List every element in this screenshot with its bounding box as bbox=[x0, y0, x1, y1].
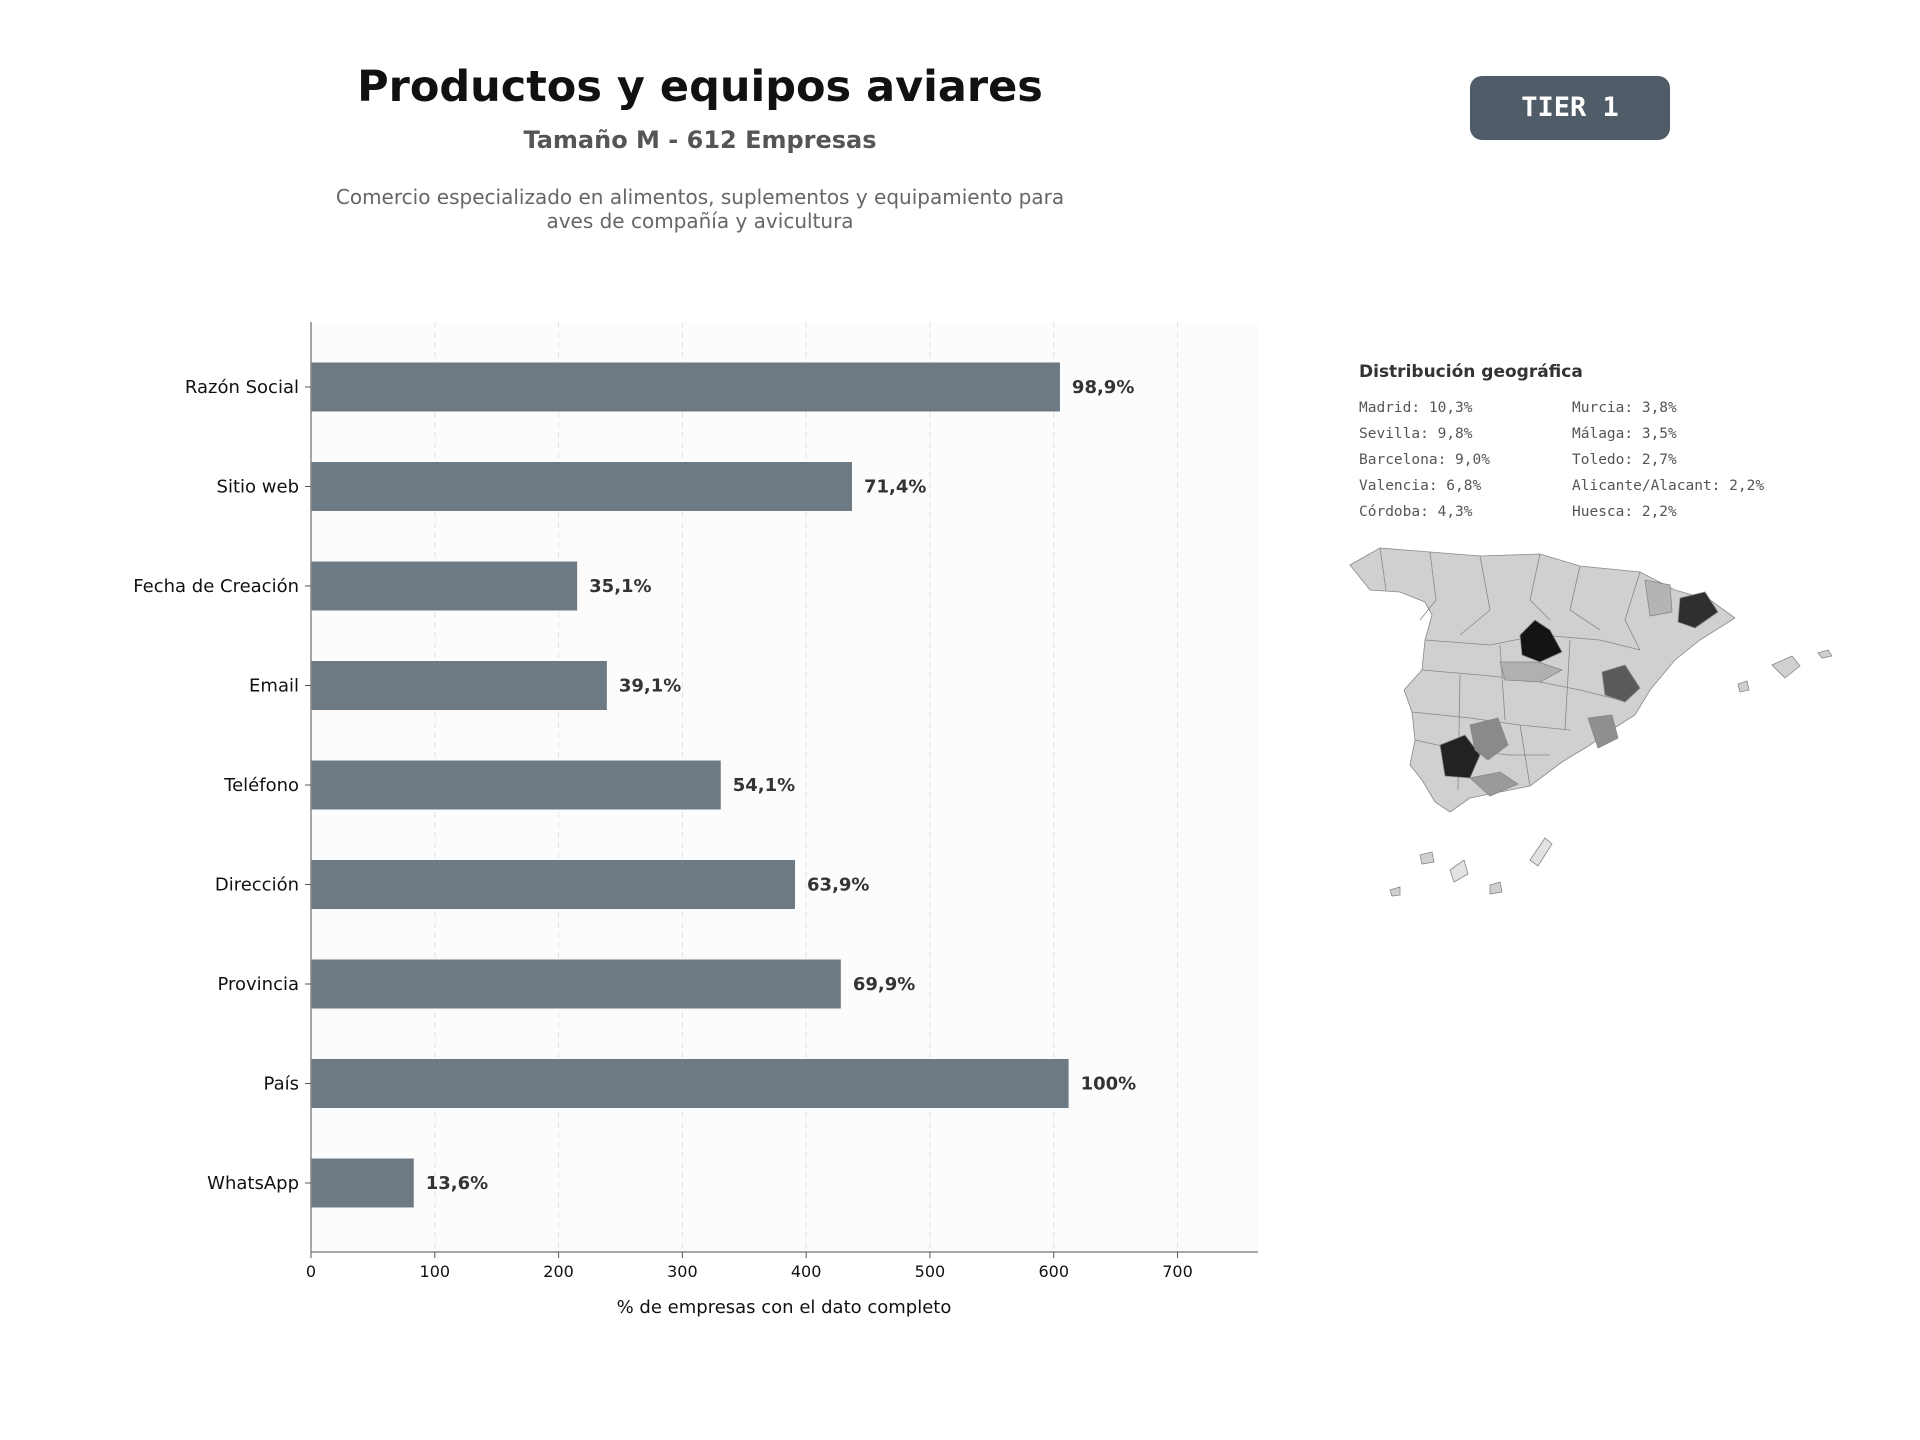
data-label: 35,1% bbox=[589, 576, 651, 597]
data-label: 69,9% bbox=[853, 974, 915, 995]
page-description: Comercio especializado en alimentos, sup… bbox=[300, 185, 1100, 233]
data-label: 13,6% bbox=[426, 1173, 488, 1194]
map-region-madrid bbox=[1519, 619, 1563, 663]
map-balearic-menorca bbox=[1817, 649, 1833, 659]
map-canary-1 bbox=[1419, 851, 1435, 865]
x-tick-label: 0 bbox=[306, 1262, 316, 1281]
geo-item: Córdoba: 4,3% bbox=[1359, 504, 1473, 520]
data-label: 98,9% bbox=[1072, 377, 1134, 398]
category-label: Email bbox=[249, 676, 299, 697]
data-label: 63,9% bbox=[807, 875, 869, 896]
category-label: Dirección bbox=[215, 875, 299, 896]
category-label: Teléfono bbox=[223, 775, 299, 796]
map-region-valencia bbox=[1601, 664, 1641, 703]
x-tick-label: 100 bbox=[420, 1262, 451, 1281]
map-balearic-mallorca bbox=[1771, 655, 1801, 679]
category-label: Fecha de Creación bbox=[133, 576, 299, 597]
map-region-sevilla bbox=[1439, 734, 1481, 779]
tier-badge: TIER 1 bbox=[1470, 76, 1670, 140]
bar bbox=[311, 959, 841, 1009]
geo-item: Alicante/Alacant: 2,2% bbox=[1572, 478, 1765, 494]
bar bbox=[311, 462, 852, 511]
map-region-murcia bbox=[1587, 714, 1619, 749]
bar bbox=[311, 561, 578, 611]
category-label: Sitio web bbox=[217, 477, 299, 498]
data-label: 39,1% bbox=[619, 676, 681, 697]
page-subtitle: Tamaño M - 612 Empresas bbox=[523, 126, 877, 154]
x-tick-label: 300 bbox=[667, 1262, 698, 1281]
map-canary-5 bbox=[1389, 886, 1401, 897]
bar bbox=[311, 362, 1060, 412]
geo-title: Distribución geográfica bbox=[1359, 362, 1583, 382]
map-region-huesca bbox=[1644, 579, 1673, 617]
geo-item: Huesca: 2,2% bbox=[1572, 504, 1677, 520]
map-canary-2 bbox=[1449, 859, 1469, 883]
bars bbox=[311, 362, 1069, 1208]
map-region-toledo bbox=[1499, 661, 1563, 683]
geo-item: Murcia: 3,8% bbox=[1572, 400, 1677, 416]
map-balearic-ibiza bbox=[1737, 680, 1750, 693]
geo-item: Toledo: 2,7% bbox=[1572, 452, 1677, 468]
category-label: País bbox=[264, 1074, 299, 1095]
x-axis-label: % de empresas con el dato completo bbox=[617, 1297, 952, 1318]
map-canary-3 bbox=[1489, 881, 1503, 895]
axes: 0 100 200 300 400 500 600 700 bbox=[305, 322, 1258, 1281]
category-label: Razón Social bbox=[185, 377, 299, 398]
x-tick-label: 500 bbox=[915, 1262, 946, 1281]
data-label: 100% bbox=[1081, 1074, 1137, 1095]
labels: Razón Social 98,9% Sitio web 71,4% Fecha de … bbox=[133, 377, 1136, 1194]
x-tick-label: 200 bbox=[543, 1262, 574, 1281]
map-base bbox=[1349, 547, 1833, 897]
map-region-malaga bbox=[1469, 771, 1519, 797]
x-tick-label: 600 bbox=[1038, 1262, 1069, 1281]
x-tick-label: 400 bbox=[791, 1262, 822, 1281]
geo-item: Sevilla: 9,8% bbox=[1359, 426, 1473, 442]
geo-item: Valencia: 6,8% bbox=[1359, 478, 1482, 494]
description-line: Comercio especializado en alimentos, sup… bbox=[335, 185, 1065, 209]
bar bbox=[311, 1059, 1069, 1108]
spain-map bbox=[1349, 547, 1833, 897]
category-label: WhatsApp bbox=[207, 1173, 299, 1194]
x-tick-label: 700 bbox=[1162, 1262, 1193, 1281]
map-region-barcelona bbox=[1677, 591, 1719, 629]
bar bbox=[311, 860, 796, 909]
geo-list: Madrid: 10,3% Murcia: 3,8% Sevilla: 9,8% Má… bbox=[1359, 399, 1819, 522]
page-title: Productos y equipos aviares bbox=[357, 62, 1043, 112]
geo-item: Málaga: 3,5% bbox=[1572, 426, 1677, 442]
map-canary-4 bbox=[1529, 837, 1553, 867]
geo-item: Madrid: 10,3% bbox=[1359, 400, 1473, 416]
bar bbox=[311, 661, 607, 710]
data-label: 54,1% bbox=[733, 775, 795, 796]
geo-item: Barcelona: 9,0% bbox=[1359, 452, 1490, 468]
map-region-cordoba bbox=[1469, 717, 1509, 761]
data-label: 71,4% bbox=[864, 477, 926, 498]
description-line: aves de compañía y avicultura bbox=[546, 209, 854, 233]
category-label: Provincia bbox=[217, 974, 299, 995]
bar bbox=[311, 1158, 414, 1208]
bar bbox=[311, 760, 721, 810]
